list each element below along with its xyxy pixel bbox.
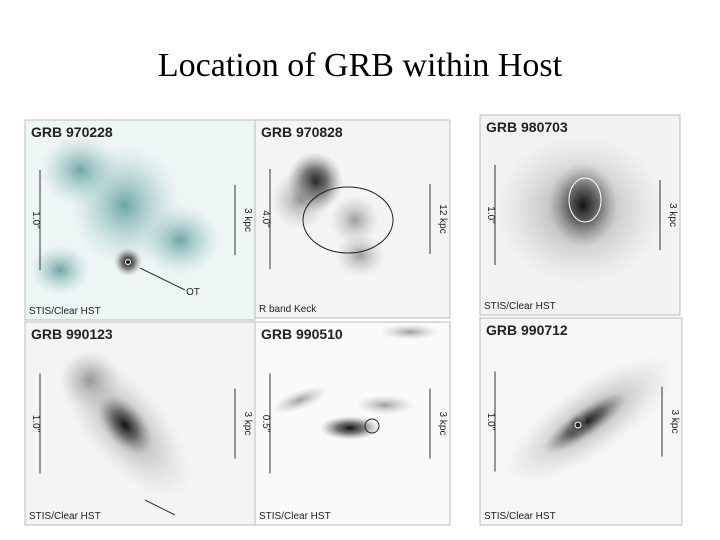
panel-label: GRB 990510	[261, 326, 343, 342]
emission-blob	[330, 195, 380, 245]
panel-label: GRB 970828	[261, 124, 343, 140]
marker-arrow	[139, 267, 186, 291]
image-panel: GRB 980703 1.0" 3 kpc STIS/Clear HST	[479, 114, 681, 316]
slide-title: Location of GRB within Host	[158, 47, 563, 84]
panel-label: GRB 970228	[31, 124, 113, 140]
emission-blob	[140, 205, 220, 275]
emission-blob	[60, 350, 120, 410]
physical-scale: 3 kpc	[437, 412, 448, 436]
emission-blob	[40, 135, 120, 205]
panel-caption: R band Keck	[259, 304, 317, 315]
image-panel: GRB 970828 4.0" 12 kpc R band Keck	[254, 119, 451, 319]
panel-label: GRB 980703	[486, 119, 568, 135]
angular-scale: 1.0"	[485, 413, 496, 431]
panel-label: GRB 990712	[486, 322, 568, 338]
emission-blob	[380, 324, 440, 340]
image-panel: GRB 970228 1.0" 3 kpc STIS/Clear HST OT	[24, 119, 256, 321]
emission-blob	[548, 163, 618, 247]
panel-caption: STIS/Clear HST	[29, 306, 101, 317]
error-ellipse	[302, 186, 394, 254]
physical-scale: 3 kpc	[242, 208, 253, 232]
grb-position	[574, 421, 582, 429]
panel-label: GRB 990123	[31, 326, 113, 342]
emission-blob	[355, 395, 415, 415]
emission-blob	[335, 233, 385, 277]
grb-position	[364, 418, 380, 434]
physical-scale: 12 kpc	[437, 204, 448, 233]
angular-scale: 1.0"	[30, 415, 41, 433]
angular-scale: 1.0"	[485, 206, 496, 224]
emission-blob	[97, 395, 153, 455]
error-ellipse	[568, 177, 602, 223]
image-panel: GRB 990510 0.5" 3 kpc STIS/Clear HST	[254, 321, 451, 526]
emission-blob	[320, 416, 380, 440]
emission-blob	[568, 415, 588, 435]
grb-position	[125, 259, 131, 265]
angular-scale: 4.0"	[260, 210, 271, 228]
panel-caption: STIS/Clear HST	[259, 511, 331, 522]
marker-label: OT	[186, 287, 200, 298]
physical-scale: 3 kpc	[669, 410, 680, 434]
angular-scale: 0.5"	[260, 415, 271, 433]
emission-blob	[114, 248, 142, 276]
emission-blob	[270, 170, 330, 230]
image-panel: GRB 990123 1.0" 3 kpc STIS/Clear HST	[24, 321, 256, 526]
physical-scale: 3 kpc	[242, 412, 253, 436]
panel-caption: STIS/Clear HST	[29, 511, 101, 522]
angular-scale: 1.0"	[30, 211, 41, 229]
physical-scale: 3 kpc	[667, 203, 678, 227]
emission-blob	[30, 245, 90, 295]
marker-arrow	[144, 499, 176, 516]
panel-caption: STIS/Clear HST	[484, 301, 556, 312]
emission-blob	[271, 386, 329, 414]
panel-caption: STIS/Clear HST	[484, 511, 556, 522]
image-panel: GRB 990712 1.0" 3 kpc STIS/Clear HST	[479, 317, 683, 526]
